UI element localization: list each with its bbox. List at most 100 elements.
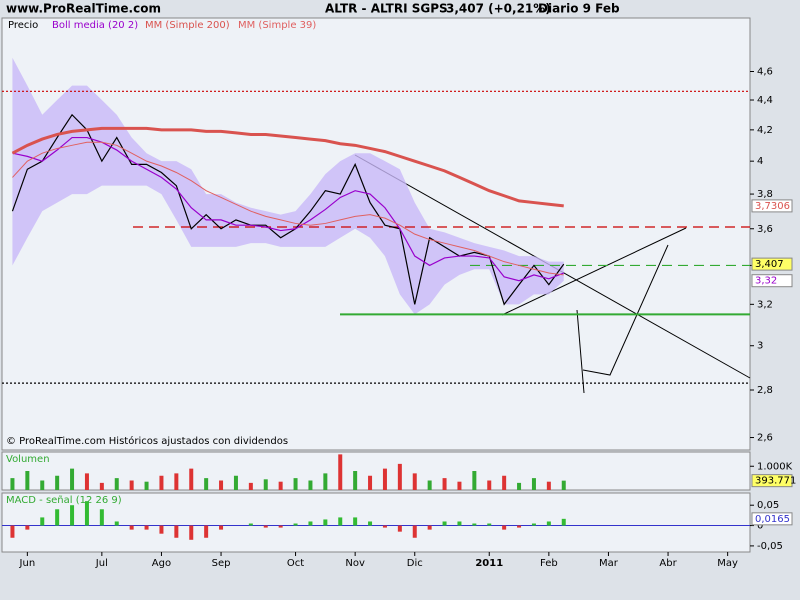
bar — [502, 475, 507, 490]
bar — [308, 480, 313, 490]
bar — [517, 525, 522, 528]
y-tick-label: 0,05 — [757, 500, 779, 511]
bar — [263, 479, 268, 490]
bar — [219, 480, 224, 490]
value-label: 3,407 — [755, 259, 784, 270]
bar — [338, 454, 343, 490]
bar — [561, 518, 566, 526]
trend-line — [501, 227, 687, 316]
bar — [353, 517, 358, 526]
bar — [144, 481, 149, 490]
bar — [159, 475, 164, 490]
bar — [487, 523, 492, 526]
bar — [472, 471, 477, 490]
series-line — [11, 113, 565, 306]
bar — [561, 480, 566, 490]
bar — [368, 521, 373, 526]
y-tick-label: 3 — [757, 341, 763, 352]
y-tick-label: 3,2 — [757, 299, 773, 310]
value-label-box — [751, 257, 793, 271]
series-line — [11, 126, 564, 208]
bar — [129, 480, 134, 490]
bar — [293, 523, 298, 526]
bar — [412, 525, 417, 538]
bar — [293, 478, 298, 490]
bar — [427, 525, 432, 530]
legend-entry: MM (Simple 39) — [238, 20, 316, 31]
bar — [427, 480, 432, 490]
bar — [323, 519, 328, 526]
x-tick-label: Jul — [95, 558, 108, 569]
x-tick-label: Feb — [540, 558, 558, 569]
x-tick-label: Oct — [287, 558, 304, 569]
bar — [382, 468, 387, 490]
y-tick-label: 2,6 — [757, 433, 773, 444]
bar — [487, 480, 492, 490]
bar — [70, 505, 75, 526]
bar — [308, 521, 313, 526]
bar — [531, 478, 536, 490]
series-line — [12, 136, 564, 282]
bar — [219, 525, 224, 530]
bar — [10, 525, 15, 538]
legend-entry: Precio — [8, 20, 38, 31]
bar — [248, 482, 253, 490]
forecast-line — [582, 244, 669, 376]
x-tick-label: Nov — [345, 558, 365, 569]
value-label-box — [751, 199, 793, 213]
bar — [174, 473, 179, 490]
bar — [25, 471, 30, 490]
x-tick-label: Jun — [19, 558, 36, 569]
panel-title: MACD - señal (12 26 9) — [6, 495, 122, 506]
volume-panel — [1, 451, 751, 491]
quote: 3,407 (+0,21%) — [446, 2, 551, 16]
legend-entry: Boll media (20 2) — [52, 20, 138, 31]
value-label: 3,7306 — [755, 201, 790, 212]
y-tick-label: 4,6 — [757, 66, 773, 77]
bar — [278, 525, 283, 528]
legend-entry: MM (Simple 200) — [145, 20, 230, 31]
bar — [40, 480, 45, 490]
bar — [397, 463, 402, 490]
value-label: 0,0165 — [755, 514, 790, 525]
bar — [457, 481, 462, 490]
bar — [397, 525, 402, 532]
y-tick-label: 3,6 — [757, 224, 773, 235]
bar — [144, 525, 149, 530]
bar — [546, 481, 551, 490]
bar — [442, 478, 447, 490]
bar — [278, 481, 283, 490]
bar — [338, 517, 343, 526]
bar — [442, 521, 447, 526]
bar — [412, 473, 417, 490]
x-tick-label: Abr — [659, 558, 677, 569]
bar — [114, 478, 119, 490]
value-label: 393.771 — [755, 476, 796, 487]
bar — [472, 523, 477, 526]
forecast-line — [576, 309, 585, 394]
bar — [159, 525, 164, 534]
bar — [10, 478, 15, 490]
annotation: © ProRealTime.com Históricos ajustados c… — [6, 435, 288, 447]
bar — [368, 475, 373, 490]
y-tick-label: 2,8 — [757, 385, 773, 396]
bar — [248, 523, 253, 526]
series-line — [12, 141, 564, 276]
y-tick-label: 4,4 — [757, 95, 773, 106]
bar — [263, 525, 268, 528]
bar — [84, 473, 89, 490]
symbol: ALTR - ALTRI SGPS — [325, 2, 448, 16]
bar — [323, 473, 328, 490]
y-tick-label: -0,05 — [757, 541, 783, 552]
bar — [382, 525, 387, 528]
bar — [114, 521, 119, 526]
value-label: 3,32 — [755, 276, 777, 287]
y-tick-label: 1.000K — [757, 461, 793, 472]
bar — [531, 523, 536, 526]
x-tick-label: Ago — [152, 558, 171, 569]
y-tick-label: 4 — [757, 156, 763, 167]
y-tick-label: 3,8 — [757, 189, 773, 200]
period: Diario 9 Feb — [538, 2, 620, 16]
bollinger-band — [12, 57, 564, 315]
value-label-box — [751, 512, 793, 526]
